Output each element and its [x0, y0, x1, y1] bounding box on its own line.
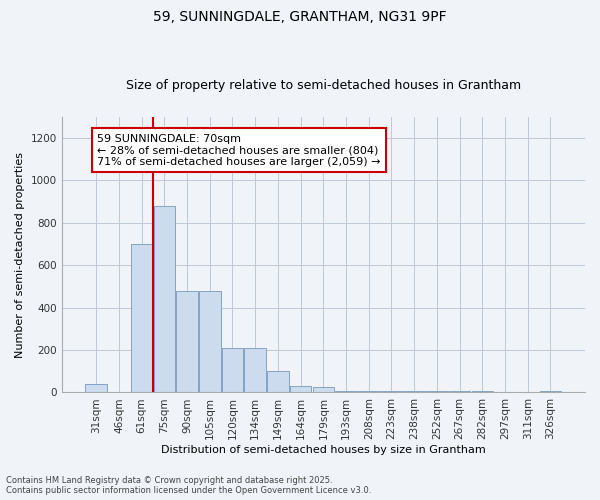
Text: 59 SUNNINGDALE: 70sqm
← 28% of semi-detached houses are smaller (804)
71% of sem: 59 SUNNINGDALE: 70sqm ← 28% of semi-deta… [97, 134, 381, 167]
Y-axis label: Number of semi-detached properties: Number of semi-detached properties [15, 152, 25, 358]
Text: 59, SUNNINGDALE, GRANTHAM, NG31 9PF: 59, SUNNINGDALE, GRANTHAM, NG31 9PF [153, 10, 447, 24]
Bar [267, 372, 289, 392]
Bar [85, 384, 107, 392]
Bar [222, 348, 243, 393]
Title: Size of property relative to semi-detached houses in Grantham: Size of property relative to semi-detach… [126, 79, 521, 92]
Bar [290, 386, 311, 392]
Bar [154, 206, 175, 392]
X-axis label: Distribution of semi-detached houses by size in Grantham: Distribution of semi-detached houses by … [161, 445, 486, 455]
Bar [176, 290, 198, 392]
Text: Contains HM Land Registry data © Crown copyright and database right 2025.
Contai: Contains HM Land Registry data © Crown c… [6, 476, 371, 495]
Bar [244, 348, 266, 393]
Bar [313, 387, 334, 392]
Bar [199, 290, 221, 392]
Bar [131, 244, 152, 392]
